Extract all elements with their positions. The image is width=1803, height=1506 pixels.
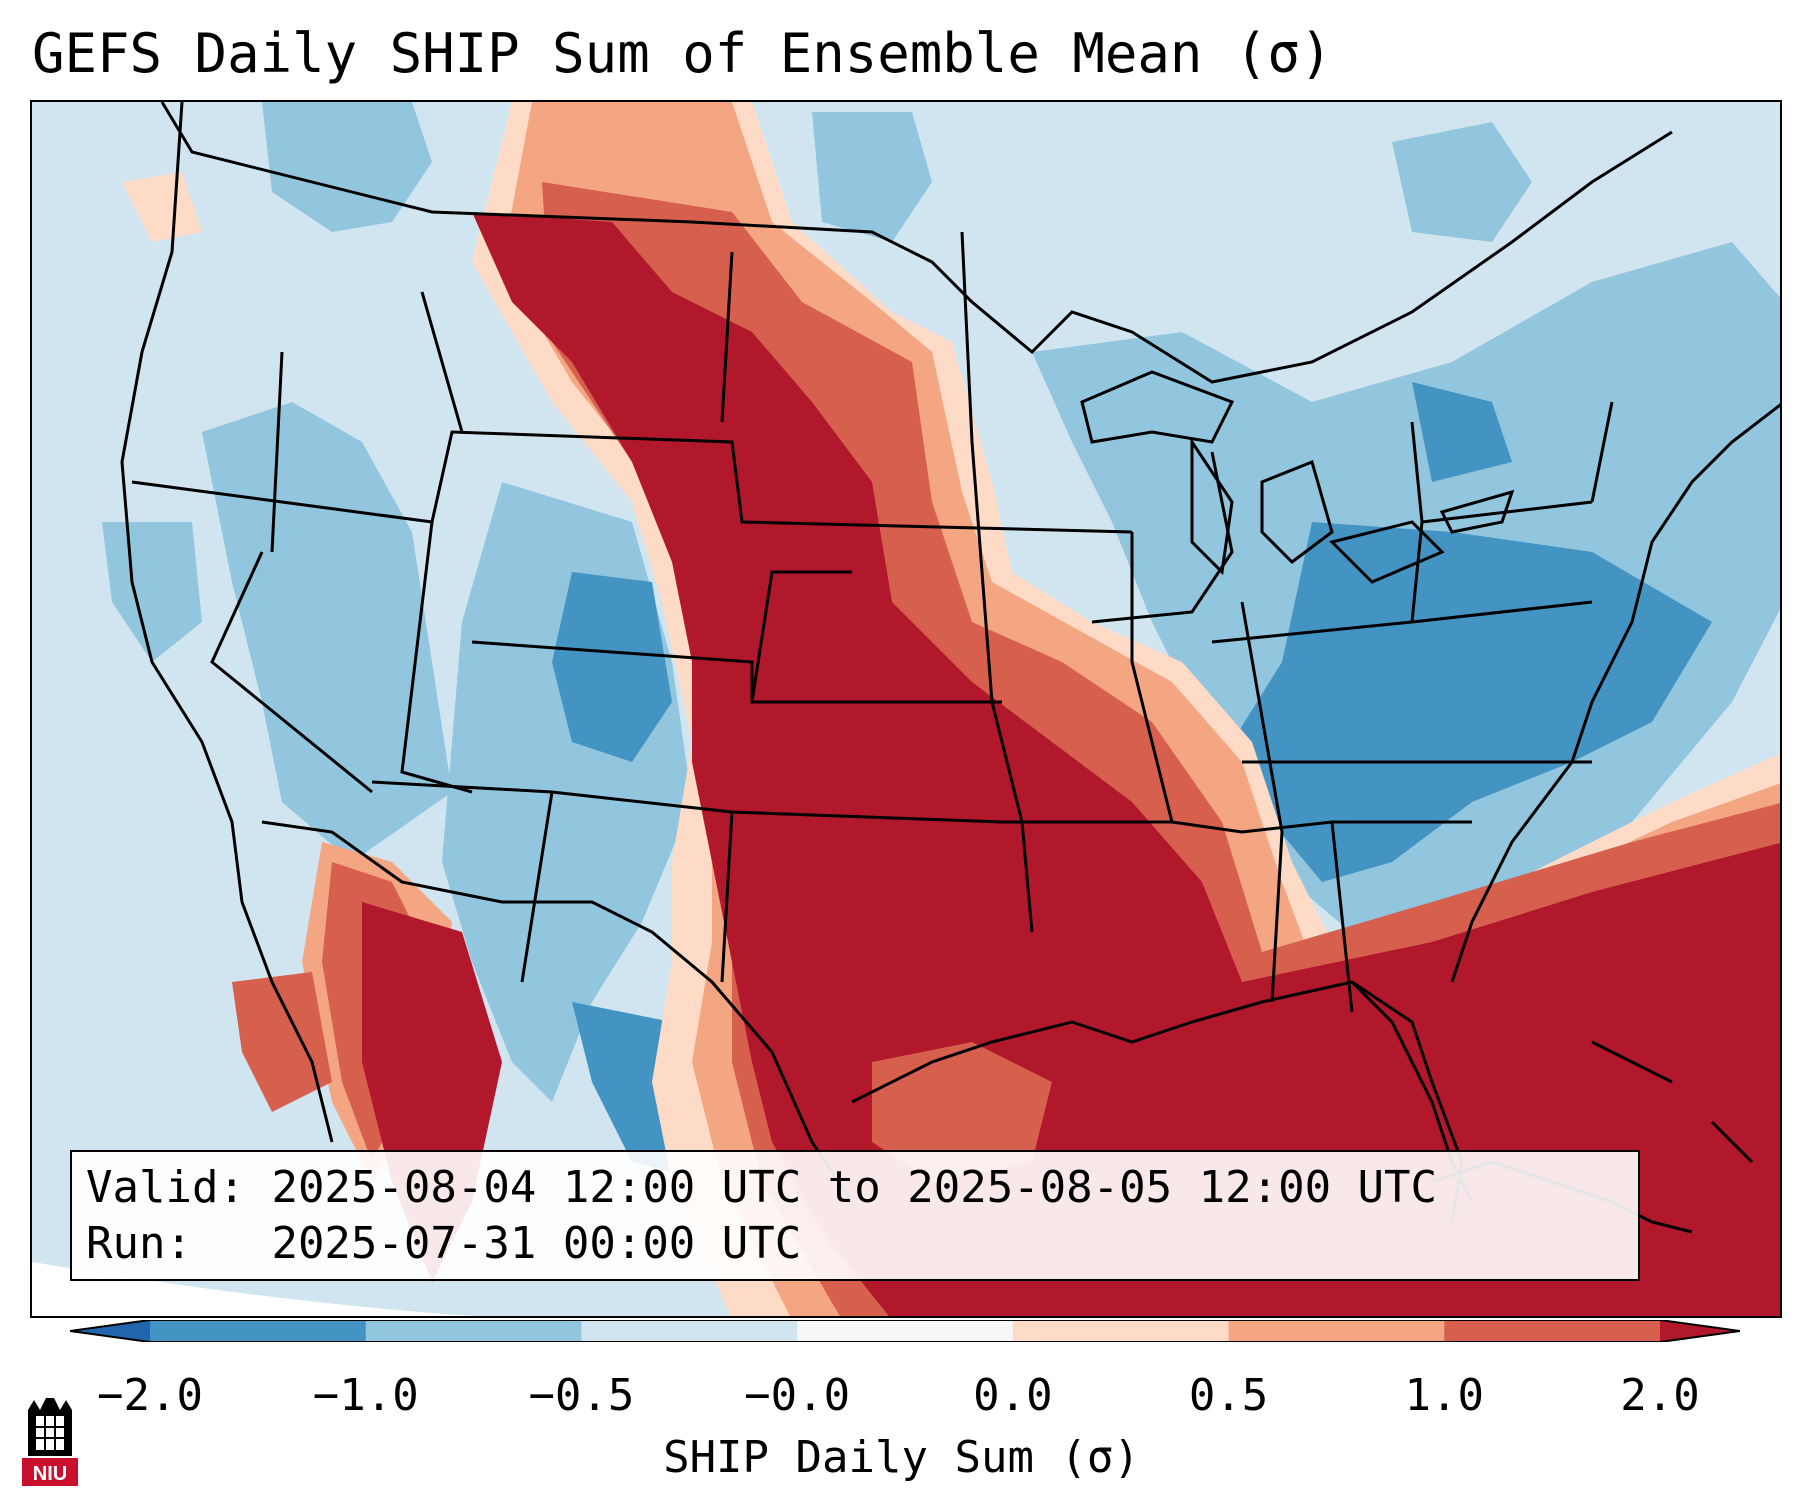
run-label: Run:: [86, 1218, 192, 1269]
valid-run-infobox: Valid: 2025-08-04 12:00 UTC to 2025-08-0…: [70, 1150, 1640, 1281]
colorbar-over-triangle: [1660, 1320, 1740, 1342]
outside-projection: [32, 1262, 474, 1316]
colorbar-segment: [1228, 1320, 1445, 1342]
niu-logo-icon: NIU: [22, 1398, 78, 1486]
colorbar-segment: [797, 1320, 1014, 1342]
niu-logo-text: NIU: [33, 1463, 67, 1485]
gulf-patch: [872, 1042, 1052, 1182]
colorbar-segment: [1444, 1320, 1661, 1342]
colorbar-tick-label: −0.5: [528, 1370, 635, 1421]
run-value: 2025-07-31 00:00 UTC: [271, 1218, 802, 1269]
colorbar-tick-label: 2.0: [1620, 1370, 1700, 1421]
colorbar-segment: [150, 1320, 367, 1342]
colorbar-tick-label: −2.0: [97, 1370, 203, 1421]
colorbar-segments: [150, 1320, 1661, 1342]
colorbar-label: SHIP Daily Sum (σ): [663, 1432, 1140, 1483]
colorbar-under-triangle: [70, 1320, 150, 1342]
boundaries: [120, 102, 1780, 1234]
ship-field-map: [32, 102, 1780, 1316]
colorbar-segment: [581, 1320, 798, 1342]
colorbar: [70, 1320, 1740, 1342]
colorbar-tick-label: −1.0: [312, 1370, 419, 1421]
colorbar-tick-label: −0.0: [744, 1370, 851, 1421]
valid-label: Valid:: [86, 1162, 245, 1213]
map-panel[interactable]: Valid: 2025-08-04 12:00 UTC to 2025-08-0…: [30, 100, 1782, 1318]
map-title: GEFS Daily SHIP Sum of Ensemble Mean (σ): [32, 22, 1333, 85]
valid-value: 2025-08-04 12:00 UTC to 2025-08-05 12:00…: [271, 1162, 1438, 1213]
colorbar-tick-label: 0.0: [973, 1370, 1053, 1421]
colorbar-tick-label: 1.0: [1404, 1370, 1485, 1421]
colorbar-segment: [1012, 1320, 1230, 1342]
colorbar-tick-label: 0.5: [1188, 1370, 1269, 1421]
colorbar-segment: [365, 1320, 582, 1342]
